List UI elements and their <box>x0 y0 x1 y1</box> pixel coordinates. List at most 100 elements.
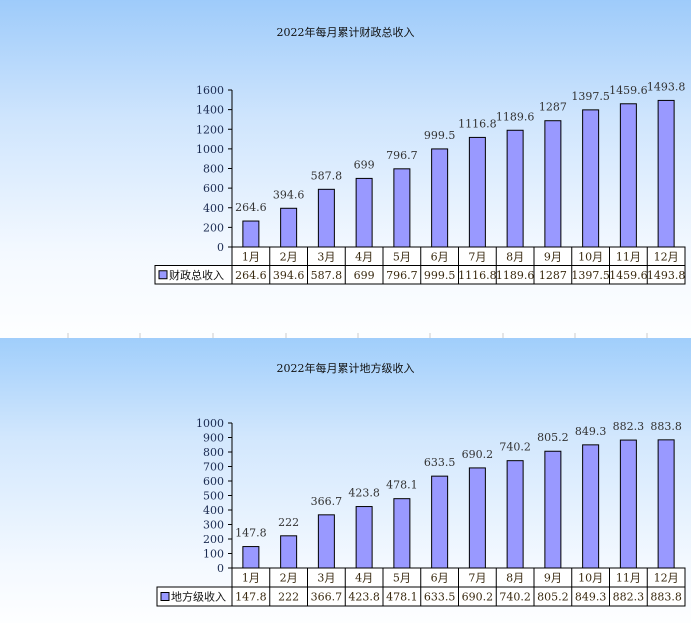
table-cell: 478.1 <box>386 591 418 604</box>
x-category-label: 2月 <box>280 250 298 263</box>
table-cell: 690.2 <box>462 591 494 604</box>
y-tick-label: 400 <box>203 504 224 517</box>
bar <box>317 514 335 569</box>
data-label: 999.5 <box>424 129 456 142</box>
x-category-label: 12月 <box>654 572 679 585</box>
bar <box>280 535 298 569</box>
x-category-label: 7月 <box>468 250 486 263</box>
data-label: 366.7 <box>311 495 343 508</box>
table-cell: 264.6 <box>235 269 267 282</box>
data-label: 849.3 <box>575 425 607 438</box>
y-tick-label: 200 <box>203 533 224 546</box>
table-cell: 805.2 <box>537 591 569 604</box>
y-tick-label: 600 <box>203 182 224 195</box>
bar <box>619 439 637 569</box>
y-tick-label: 500 <box>203 490 224 503</box>
x-category-label: 11月 <box>616 250 641 263</box>
x-category-label: 5月 <box>393 572 411 585</box>
table-cell: 699 <box>354 269 375 282</box>
bar <box>393 498 411 569</box>
bar <box>431 475 449 569</box>
x-category-label: 4月 <box>355 572 373 585</box>
x-category-label: 10月 <box>578 572 603 585</box>
bar <box>657 439 675 569</box>
table-cell: 366.7 <box>311 591 343 604</box>
legend-swatch-icon <box>158 270 168 280</box>
x-category-label: 11月 <box>616 572 641 585</box>
bar <box>355 177 373 248</box>
table-cell: 882.3 <box>613 591 645 604</box>
table-cell: 394.6 <box>273 269 305 282</box>
table-cell: 1287 <box>539 269 567 282</box>
bar <box>468 467 486 569</box>
x-category-label: 9月 <box>544 250 562 263</box>
data-label: 882.3 <box>613 420 645 433</box>
x-category-label: 7月 <box>468 572 486 585</box>
y-tick-label: 300 <box>203 519 224 532</box>
table-cell: 1493.8 <box>647 269 686 282</box>
bar <box>468 136 486 248</box>
x-category-label: 3月 <box>317 250 335 263</box>
data-label: 633.5 <box>424 456 456 469</box>
y-tick-label: 0 <box>217 241 224 254</box>
bar <box>242 546 260 569</box>
bar <box>619 103 637 248</box>
x-category-label: 12月 <box>654 250 679 263</box>
bar <box>544 450 562 569</box>
chart-panel-local-revenue: 2022年每月累计地方级收入 0 100 200 300 400 500 600 700 800… <box>0 338 691 623</box>
x-category-label: 8月 <box>506 250 524 263</box>
bar <box>355 506 373 569</box>
bar-chart-fiscal-revenue: 0 200 400 600 800 1000 1200 1400 1600 264.6 394.6 5… <box>67 80 686 338</box>
table-cell: 999.5 <box>424 269 456 282</box>
table-cell: 633.5 <box>424 591 456 604</box>
data-label: 883.8 <box>650 420 682 433</box>
bar <box>393 168 411 248</box>
data-label: 264.6 <box>235 201 267 214</box>
y-tick-label: 800 <box>203 446 224 459</box>
x-category-label: 9月 <box>544 572 562 585</box>
x-category-label: 8月 <box>506 572 524 585</box>
data-label: 587.8 <box>311 169 343 182</box>
data-label: 222 <box>278 516 299 529</box>
table-cell: 740.2 <box>499 591 531 604</box>
x-category-label: 1月 <box>242 250 260 263</box>
chart-title: 2022年每月累计地方级收入 <box>276 362 415 375</box>
data-label: 1189.6 <box>496 110 535 123</box>
y-tick-label: 100 <box>203 548 224 561</box>
data-label: 1397.5 <box>571 90 610 103</box>
y-tick-label: 400 <box>203 202 224 215</box>
data-label: 796.7 <box>386 149 418 162</box>
y-tick-label: 800 <box>203 163 224 176</box>
data-label: 1287 <box>539 101 567 114</box>
table-cell: 1189.6 <box>496 269 535 282</box>
data-label: 690.2 <box>462 448 494 461</box>
bar <box>582 109 600 248</box>
data-label: 1493.8 <box>647 80 686 93</box>
table-cell: 423.8 <box>348 591 380 604</box>
y-tick-label: 200 <box>203 221 224 234</box>
bar <box>317 188 335 248</box>
data-label: 478.1 <box>386 479 418 492</box>
data-label: 1459.6 <box>609 84 648 97</box>
chart-panel-fiscal-revenue: 2022年每月累计财政总收入 0 200 400 600 800 1000 1200 1400… <box>0 0 691 338</box>
bar <box>431 148 449 248</box>
table-cell: 883.8 <box>650 591 682 604</box>
chart-title: 2022年每月累计财政总收入 <box>276 26 415 39</box>
bar <box>506 129 524 248</box>
table-cell: 1397.5 <box>571 269 610 282</box>
x-category-label: 1月 <box>242 572 260 585</box>
y-tick-label: 1400 <box>196 104 224 117</box>
y-tick-label: 1000 <box>196 417 224 430</box>
data-label: 1116.8 <box>458 117 497 130</box>
x-category-label: 2月 <box>280 572 298 585</box>
x-category-label: 6月 <box>431 572 449 585</box>
y-tick-label: 700 <box>203 461 224 474</box>
table-cell: 849.3 <box>575 591 607 604</box>
table-cell: 796.7 <box>386 269 418 282</box>
legend-swatch-icon <box>160 592 170 601</box>
table-cell: 147.8 <box>235 591 267 604</box>
bar <box>544 120 562 248</box>
legend-label: 地方级收入 <box>171 590 226 604</box>
table-cell: 1459.6 <box>609 269 648 282</box>
